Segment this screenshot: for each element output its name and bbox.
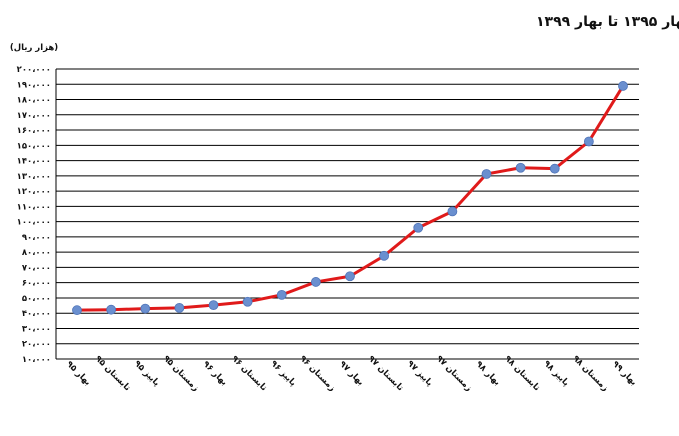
- y-tick-label: ۱۷۰،۰۰۰: [17, 111, 51, 121]
- x-tick-label: بهار ۹۸: [474, 359, 502, 387]
- y-tick-label: ۱۸۰،۰۰۰: [17, 96, 51, 106]
- x-tick-label: پاییز ۹۷: [405, 359, 434, 388]
- x-tick-label: تابستان ۹۸: [502, 354, 541, 393]
- y-tick-label: ۹۰،۰۰۰: [22, 233, 51, 243]
- data-point: [242, 296, 253, 307]
- x-tick-label: بهار ۹۵: [64, 359, 92, 387]
- data-point: [481, 169, 492, 179]
- data-point: [583, 136, 594, 147]
- y-tick-label: ۶۰،۰۰۰: [22, 279, 51, 289]
- data-point: [208, 300, 219, 311]
- y-tick-label: ۱۰۰،۰۰۰: [17, 218, 51, 228]
- data-point: [310, 277, 321, 287]
- y-tick-label: ۳۰،۰۰۰: [22, 324, 51, 334]
- x-tick-label: پاییز ۹۸: [541, 359, 570, 388]
- data-point: [140, 303, 151, 314]
- x-tick-label: زمستان ۹۵: [161, 354, 201, 394]
- data-point: [276, 289, 287, 300]
- y-tick-label: ۸۰،۰۰۰: [22, 248, 51, 258]
- y-tick-label: ۱۹۰،۰۰۰: [17, 80, 51, 90]
- data-point: [549, 163, 560, 174]
- data-point: [447, 206, 458, 217]
- x-tick-label: بهار ۹۷: [337, 359, 365, 387]
- x-tick-label: بهار ۹۹: [610, 359, 638, 387]
- x-tick-label: تابستان ۹۷: [366, 354, 405, 393]
- x-tick-label: زمستان ۹۷: [434, 354, 474, 394]
- y-tick-label: ۷۰،۰۰۰: [22, 263, 51, 273]
- y-tick-label: ۴۰،۰۰۰: [22, 309, 51, 319]
- y-tick-label: ۲۰،۰۰۰: [22, 340, 51, 350]
- y-tick-label: ۱۴۰،۰۰۰: [17, 157, 51, 167]
- y-axis-unit-label: (هزار ریال): [10, 43, 58, 53]
- x-tick-label: پاییز ۹۵: [132, 359, 161, 388]
- x-tick-label: زمستان ۹۶: [297, 354, 337, 394]
- y-tick-label: ۱۰،۰۰۰: [22, 355, 51, 365]
- y-tick-label: ۱۳۰،۰۰۰: [17, 172, 51, 182]
- y-tick-label: ۵۰،۰۰۰: [22, 294, 51, 304]
- data-point: [174, 302, 185, 313]
- x-tick-label: تابستان ۹۵: [93, 354, 132, 393]
- data-point: [618, 81, 628, 91]
- x-tick-label: بهار ۹۶: [201, 359, 229, 387]
- data-point: [379, 250, 390, 261]
- x-tick-label: تابستان ۹۶: [229, 354, 268, 393]
- y-tick-label: ۱۶۰،۰۰۰: [17, 126, 51, 136]
- gridlines: [55, 68, 639, 360]
- y-tick-label: ۱۵۰،۰۰۰: [17, 141, 51, 151]
- x-tick-label: پاییز ۹۶: [268, 359, 297, 388]
- data-point: [413, 222, 424, 233]
- x-tick-label: زمستان ۹۸: [570, 354, 610, 394]
- y-tick-label: ۱۲۰،۰۰۰: [17, 187, 51, 197]
- y-axis-ticks: ۱۰،۰۰۰ ۲۰،۰۰۰ ۳۰،۰۰۰ ۴۰،۰۰۰ ۵۰،۰۰۰ ۶۰،۰۰۰ ۷۰،۰…: [17, 65, 51, 365]
- data-point: [106, 304, 117, 315]
- y-tick-label: ۱۱۰،۰۰۰: [17, 202, 51, 212]
- data-points: [72, 81, 628, 316]
- data-point: [72, 305, 82, 316]
- data-point: [515, 162, 526, 173]
- chart-title: روند تغییرات متوسط قیمت فروش یک مترمربع …: [536, 14, 679, 30]
- y-tick-label: ۲۰۰،۰۰۰: [17, 65, 51, 75]
- data-point: [345, 271, 355, 282]
